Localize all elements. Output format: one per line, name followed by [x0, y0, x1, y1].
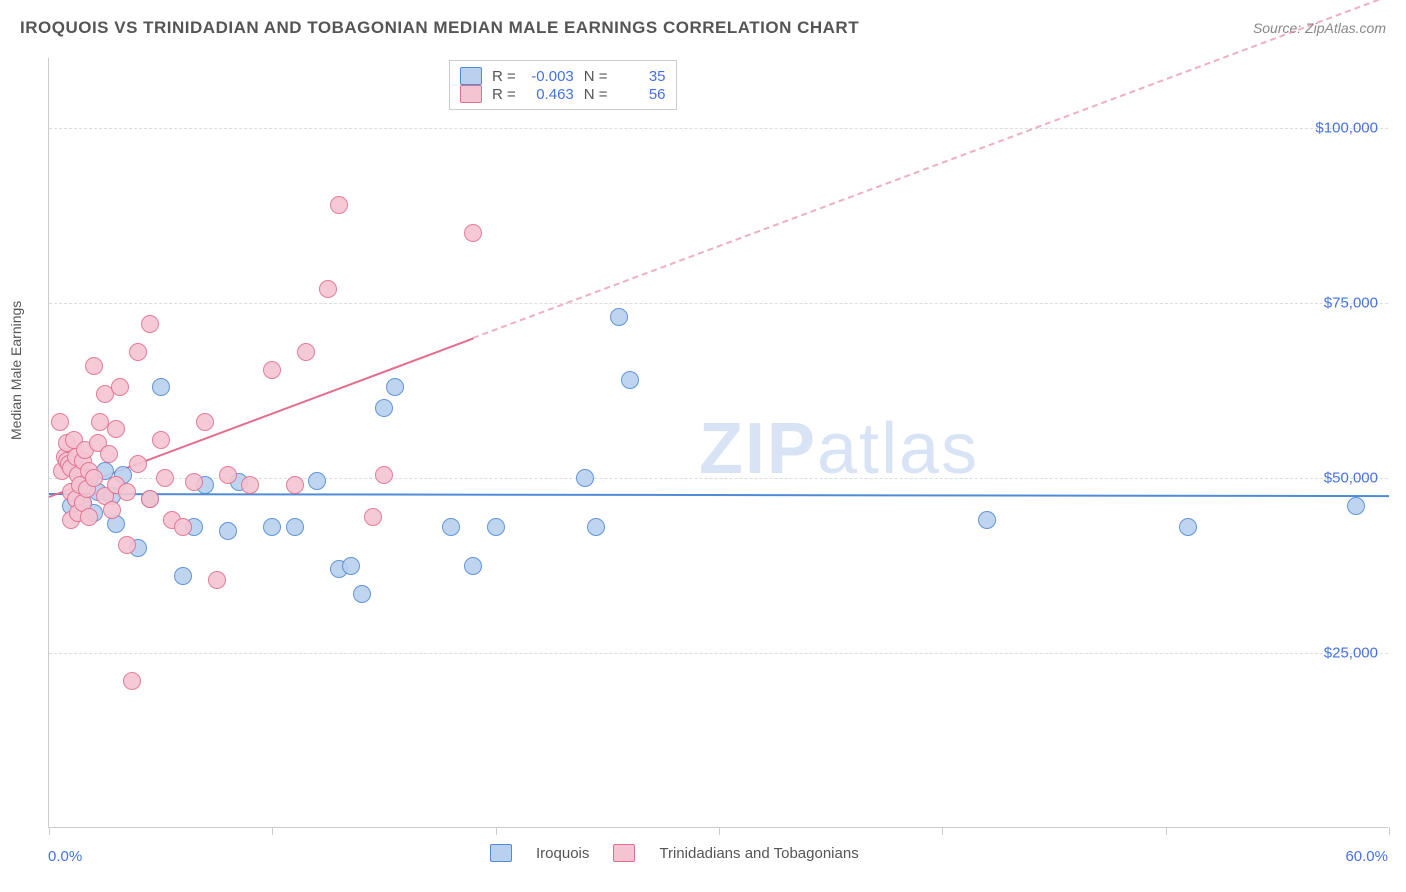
grid-line — [49, 128, 1388, 129]
n-label: N = — [584, 68, 608, 85]
marker-trinidadian — [263, 361, 281, 379]
marker-iroquois — [263, 518, 281, 536]
n-value-trinidadian: 56 — [618, 86, 666, 103]
r-label-2: R = — [492, 86, 516, 103]
marker-iroquois — [610, 308, 628, 326]
marker-trinidadian — [123, 672, 141, 690]
marker-iroquois — [353, 585, 371, 603]
marker-trinidadian — [51, 413, 69, 431]
marker-trinidadian — [364, 508, 382, 526]
plot-area: ZIPatlas R = -0.003 N = 35 R = 0.463 N =… — [48, 58, 1388, 828]
x-tick — [1389, 827, 1390, 835]
marker-trinidadian — [118, 483, 136, 501]
legend-label-iroquois: Iroquois — [536, 845, 589, 862]
y-tick-label: $50,000 — [1324, 470, 1378, 487]
r-value-trinidadian: 0.463 — [526, 86, 574, 103]
marker-iroquois — [621, 371, 639, 389]
marker-iroquois — [375, 399, 393, 417]
stats-legend-box: R = -0.003 N = 35 R = 0.463 N = 56 — [449, 60, 677, 110]
marker-trinidadian — [141, 490, 159, 508]
trend-line-iroquois — [49, 493, 1389, 497]
marker-trinidadian — [141, 315, 159, 333]
title-bar: IROQUOIS VS TRINIDADIAN AND TOBAGONIAN M… — [20, 18, 1386, 38]
x-tick — [272, 827, 273, 835]
marker-trinidadian — [174, 518, 192, 536]
marker-iroquois — [978, 511, 996, 529]
x-tick — [49, 827, 50, 835]
legend-swatch-iroquois — [490, 844, 512, 862]
marker-iroquois — [386, 378, 404, 396]
marker-iroquois — [464, 557, 482, 575]
x-axis-min-label: 0.0% — [48, 848, 82, 865]
marker-iroquois — [487, 518, 505, 536]
bottom-legend: Iroquois Trinidadians and Tobagonians — [490, 844, 859, 862]
chart-title: IROQUOIS VS TRINIDADIAN AND TOBAGONIAN M… — [20, 18, 859, 38]
marker-trinidadian — [129, 455, 147, 473]
marker-iroquois — [219, 522, 237, 540]
marker-trinidadian — [330, 196, 348, 214]
y-tick-label: $100,000 — [1315, 120, 1378, 137]
marker-trinidadian — [319, 280, 337, 298]
swatch-iroquois — [460, 67, 482, 85]
marker-trinidadian — [286, 476, 304, 494]
n-value-iroquois: 35 — [618, 68, 666, 85]
marker-trinidadian — [85, 357, 103, 375]
marker-trinidadian — [100, 445, 118, 463]
marker-iroquois — [1347, 497, 1365, 515]
grid-line — [49, 303, 1388, 304]
marker-trinidadian — [107, 420, 125, 438]
legend-swatch-trinidadian — [613, 844, 635, 862]
marker-iroquois — [286, 518, 304, 536]
marker-iroquois — [174, 567, 192, 585]
marker-trinidadian — [80, 508, 98, 526]
y-tick-label: $75,000 — [1324, 295, 1378, 312]
marker-iroquois — [442, 518, 460, 536]
watermark-bold: ZIP — [699, 409, 817, 489]
stats-row-trinidadian: R = 0.463 N = 56 — [460, 85, 666, 103]
n-label-2: N = — [584, 86, 608, 103]
marker-trinidadian — [118, 536, 136, 554]
marker-trinidadian — [375, 466, 393, 484]
marker-iroquois — [1179, 518, 1197, 536]
marker-trinidadian — [85, 469, 103, 487]
r-value-iroquois: -0.003 — [526, 68, 574, 85]
marker-iroquois — [152, 378, 170, 396]
marker-iroquois — [587, 518, 605, 536]
grid-line — [49, 653, 1388, 654]
stats-row-iroquois: R = -0.003 N = 35 — [460, 67, 666, 85]
y-axis-title: Median Male Earnings — [8, 301, 24, 440]
marker-trinidadian — [152, 431, 170, 449]
x-axis-max-label: 60.0% — [1345, 848, 1388, 865]
marker-trinidadian — [297, 343, 315, 361]
marker-trinidadian — [219, 466, 237, 484]
marker-trinidadian — [185, 473, 203, 491]
x-tick — [942, 827, 943, 835]
trend-line-dashed-trinidadian — [473, 0, 1389, 339]
x-tick — [1166, 827, 1167, 835]
marker-trinidadian — [129, 343, 147, 361]
marker-trinidadian — [156, 469, 174, 487]
r-label: R = — [492, 68, 516, 85]
marker-trinidadian — [208, 571, 226, 589]
x-tick — [719, 827, 720, 835]
watermark-rest: atlas — [817, 409, 979, 489]
marker-iroquois — [576, 469, 594, 487]
swatch-trinidadian — [460, 85, 482, 103]
marker-trinidadian — [464, 224, 482, 242]
marker-trinidadian — [241, 476, 259, 494]
marker-trinidadian — [103, 501, 121, 519]
y-tick-label: $25,000 — [1324, 645, 1378, 662]
marker-trinidadian — [111, 378, 129, 396]
marker-iroquois — [308, 472, 326, 490]
marker-trinidadian — [196, 413, 214, 431]
x-tick — [496, 827, 497, 835]
legend-label-trinidadian: Trinidadians and Tobagonians — [659, 845, 858, 862]
marker-iroquois — [342, 557, 360, 575]
